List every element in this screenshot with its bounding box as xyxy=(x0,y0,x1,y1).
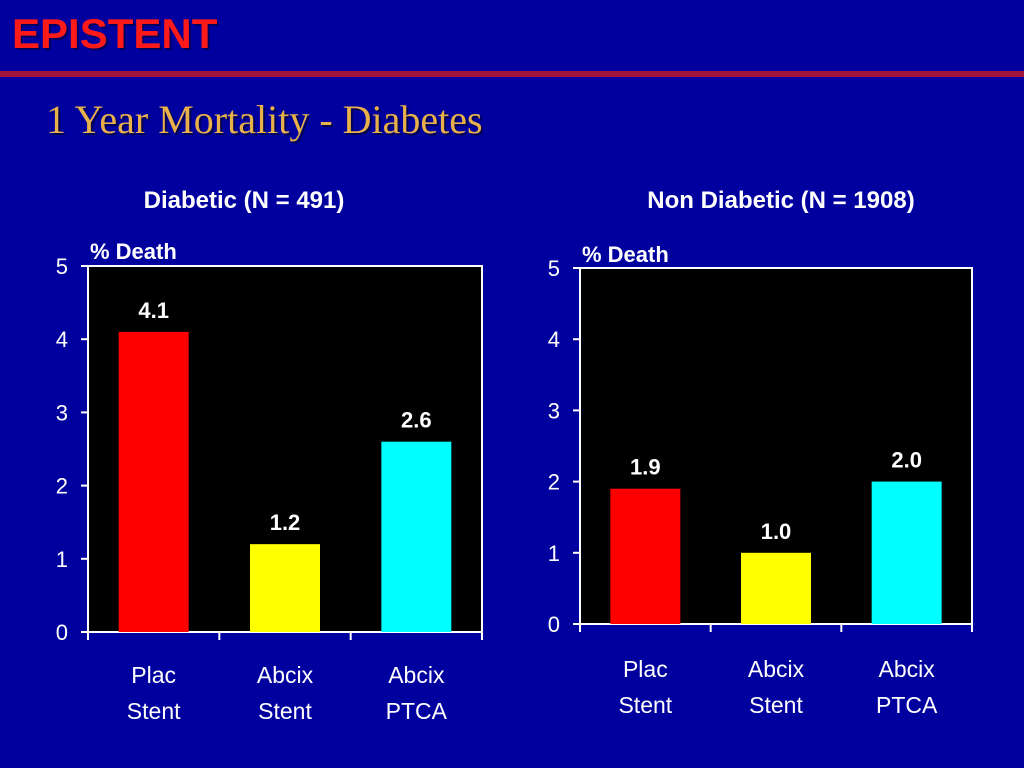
y-tick-label: 2 xyxy=(56,474,68,499)
x-category-label: Abcix xyxy=(748,656,805,682)
y-tick-label: 4 xyxy=(548,327,560,352)
data-label: 1.9 xyxy=(630,455,661,480)
x-category-label: Abcix xyxy=(257,662,314,688)
bar-abcix-stent xyxy=(741,552,811,624)
x-category-label: PTCA xyxy=(386,698,448,724)
x-category-label: Plac xyxy=(623,656,668,682)
x-category-label: Stent xyxy=(258,698,312,724)
y-tick-label: 0 xyxy=(56,620,68,645)
y-tick-label: 1 xyxy=(548,541,560,566)
bar-abcix-ptca xyxy=(381,441,452,632)
y-tick-label: 5 xyxy=(548,256,560,281)
chart-non-diabetic: Non Diabetic (N = 1908) % Death 0 1 2 3 4 5 1.9 P… xyxy=(548,187,973,718)
panel-title: Diabetic (N = 491) xyxy=(144,187,345,214)
y-tick-label: 5 xyxy=(56,254,68,279)
bar-abcix-ptca xyxy=(871,481,942,624)
x-category-label: Plac xyxy=(131,662,176,688)
panel-title: Non Diabetic (N = 1908) xyxy=(647,187,914,214)
title-divider xyxy=(0,71,1024,77)
x-category-label: Stent xyxy=(749,692,803,718)
y-tick-label: 3 xyxy=(56,400,68,425)
y-tick-label: 3 xyxy=(548,398,560,423)
x-category-label: PTCA xyxy=(876,692,938,718)
x-category-label: Stent xyxy=(127,698,181,724)
slide-title: EPISTENT xyxy=(12,10,218,57)
bar-plac-stent xyxy=(610,488,681,624)
y-tick-label: 4 xyxy=(56,327,68,352)
x-category-label: Abcix xyxy=(879,656,936,682)
y-axis-title: % Death xyxy=(90,239,177,264)
bar-abcix-stent xyxy=(250,544,320,632)
data-label: 1.2 xyxy=(270,510,301,535)
y-axis-title: % Death xyxy=(582,242,669,267)
data-label: 4.1 xyxy=(138,298,169,323)
chart-diabetic: Diabetic (N = 491) % Death 0 1 2 3 4 5 4.1 Plac St… xyxy=(56,187,483,724)
y-tick-label: 1 xyxy=(56,547,68,572)
y-tick-label: 0 xyxy=(548,612,560,637)
x-category-label: Stent xyxy=(618,692,672,718)
data-label: 2.6 xyxy=(401,408,432,433)
bar-plac-stent xyxy=(118,331,189,632)
data-label: 2.0 xyxy=(891,448,922,473)
data-label: 1.0 xyxy=(761,519,792,544)
y-tick-label: 2 xyxy=(548,470,560,495)
x-category-label: Abcix xyxy=(388,662,445,688)
slide-subtitle: 1 Year Mortality - Diabetes xyxy=(46,97,483,142)
